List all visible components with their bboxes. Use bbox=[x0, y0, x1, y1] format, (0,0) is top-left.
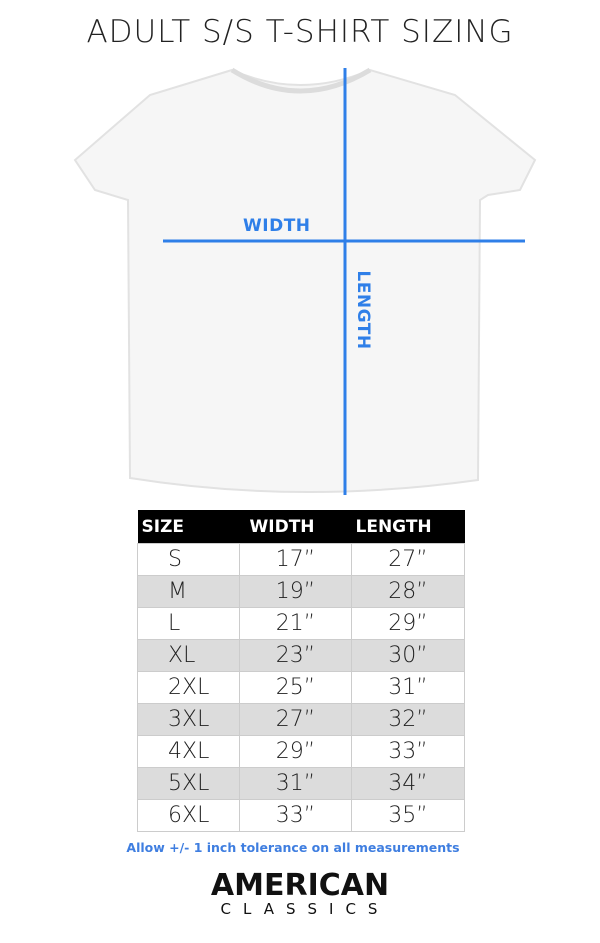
cell-width: 19” bbox=[239, 575, 352, 608]
cell-size: L bbox=[137, 607, 240, 640]
cell-width: 23” bbox=[239, 639, 352, 672]
cell-size: 3XL bbox=[137, 703, 240, 736]
cell-size: S bbox=[137, 543, 240, 576]
cell-size: M bbox=[137, 575, 240, 608]
cell-length: 27” bbox=[351, 543, 465, 576]
length-label: LENGTH bbox=[353, 270, 373, 350]
table-row: XL 23” 30” bbox=[137, 639, 465, 672]
cell-width: 33” bbox=[239, 799, 352, 832]
table-row: M 19” 28” bbox=[137, 575, 465, 608]
cell-length: 30” bbox=[351, 639, 465, 672]
page-title: ADULT S/S T-SHIRT SIZING bbox=[86, 14, 514, 50]
cell-width: 25” bbox=[239, 671, 352, 704]
cell-size: XL bbox=[137, 639, 240, 672]
tshirt-shape bbox=[73, 68, 537, 494]
cell-length: 34” bbox=[351, 767, 465, 800]
table-row: 2XL 25” 31” bbox=[137, 671, 465, 704]
cell-length: 29” bbox=[351, 607, 465, 640]
brand-logo-line1: AMERICAN bbox=[210, 868, 390, 903]
header-length: LENGTH bbox=[351, 510, 465, 544]
tshirt-diagram bbox=[73, 67, 537, 495]
header-width: WIDTH bbox=[239, 510, 352, 544]
cell-width: 17” bbox=[239, 543, 352, 576]
table-row: 3XL 27” 32” bbox=[137, 703, 465, 736]
header-size: SIZE bbox=[137, 510, 240, 544]
cell-length: 33” bbox=[351, 735, 465, 768]
width-label: WIDTH bbox=[243, 216, 311, 236]
table-row: L 21” 29” bbox=[137, 607, 465, 640]
cell-length: 31” bbox=[351, 671, 465, 704]
cell-width: 29” bbox=[239, 735, 352, 768]
size-table: SIZE WIDTH LENGTH S 17” 27” M 19” 28” L 21” 29” X… bbox=[137, 510, 465, 832]
table-row: 6XL 33” 35” bbox=[137, 799, 465, 832]
tolerance-note: Allow +/- 1 inch tolerance on all measur… bbox=[126, 840, 460, 855]
table-row: S 17” 27” bbox=[137, 543, 465, 576]
table-row: 5XL 31” 34” bbox=[137, 767, 465, 800]
cell-size: 2XL bbox=[137, 671, 240, 704]
cell-width: 27” bbox=[239, 703, 352, 736]
cell-size: 6XL bbox=[137, 799, 240, 832]
cell-length: 28” bbox=[351, 575, 465, 608]
table-header: SIZE WIDTH LENGTH bbox=[137, 510, 465, 544]
cell-size: 5XL bbox=[137, 767, 240, 800]
cell-length: 32” bbox=[351, 703, 465, 736]
cell-width: 31” bbox=[239, 767, 352, 800]
cell-size: 4XL bbox=[137, 735, 240, 768]
table-row: 4XL 29” 33” bbox=[137, 735, 465, 768]
cell-length: 35” bbox=[351, 799, 465, 832]
tshirt-collar bbox=[230, 67, 372, 94]
cell-width: 21” bbox=[239, 607, 352, 640]
brand-logo-line2: CLASSICS bbox=[220, 900, 390, 918]
